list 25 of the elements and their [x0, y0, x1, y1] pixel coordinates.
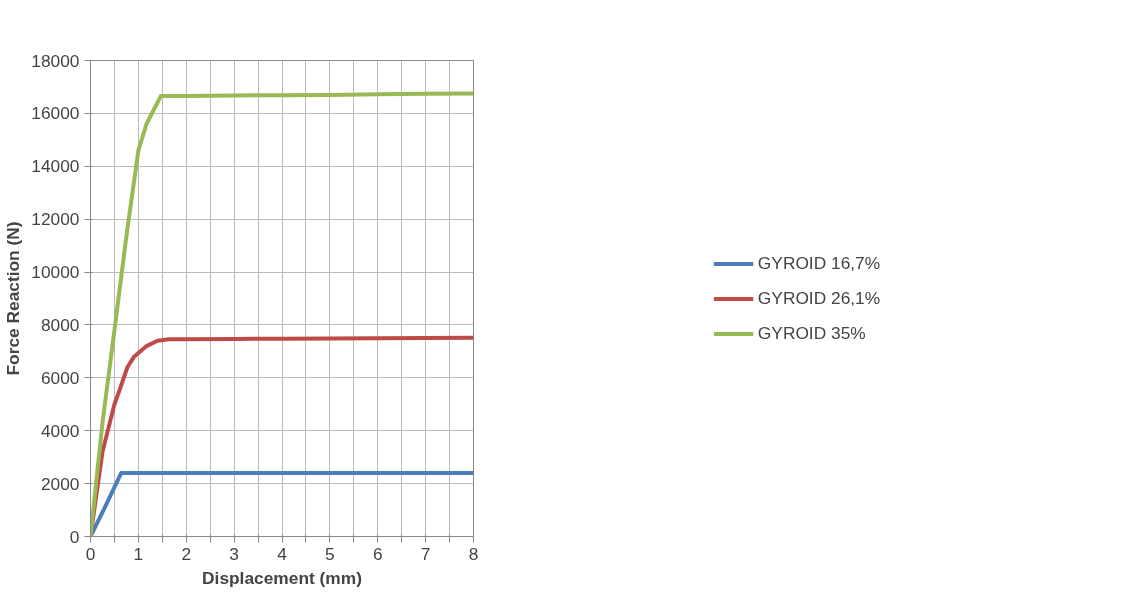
line-series [90, 91, 474, 537]
y-tick-label: 18000 [31, 50, 80, 71]
x-tick-label: 6 [372, 543, 383, 564]
y-tick-label: 10000 [31, 262, 80, 283]
x-tick-label: 1 [133, 543, 144, 564]
y-tick-label: 14000 [31, 156, 80, 177]
x-tick-label: 5 [325, 543, 335, 564]
y-tick-label: 16000 [31, 103, 80, 124]
x-axis-title: Displacement (mm) [202, 567, 362, 588]
legend-label: GYROID 35% [757, 322, 866, 344]
x-tick-label: 8 [468, 543, 479, 564]
x-tick-label: 0 [85, 543, 96, 564]
y-tick-label: 2000 [40, 473, 80, 494]
x-tick-label: 7 [420, 543, 431, 564]
legend-label: GYROID 16,7% [757, 252, 881, 274]
y-tick-label: 8000 [40, 314, 80, 335]
y-axis-title: Force Reaction (N) [3, 221, 24, 376]
y-tick-label: 6000 [40, 367, 80, 388]
y-tick-label: 4000 [40, 420, 80, 441]
x-tick-label: 2 [181, 543, 192, 564]
legend-label: GYROID 26,1% [757, 287, 881, 309]
x-tick-label: 3 [229, 543, 239, 564]
x-tick-label: 4 [277, 543, 288, 564]
y-tick-label: 12000 [31, 209, 80, 230]
y-tick-label: 0 [69, 526, 80, 547]
